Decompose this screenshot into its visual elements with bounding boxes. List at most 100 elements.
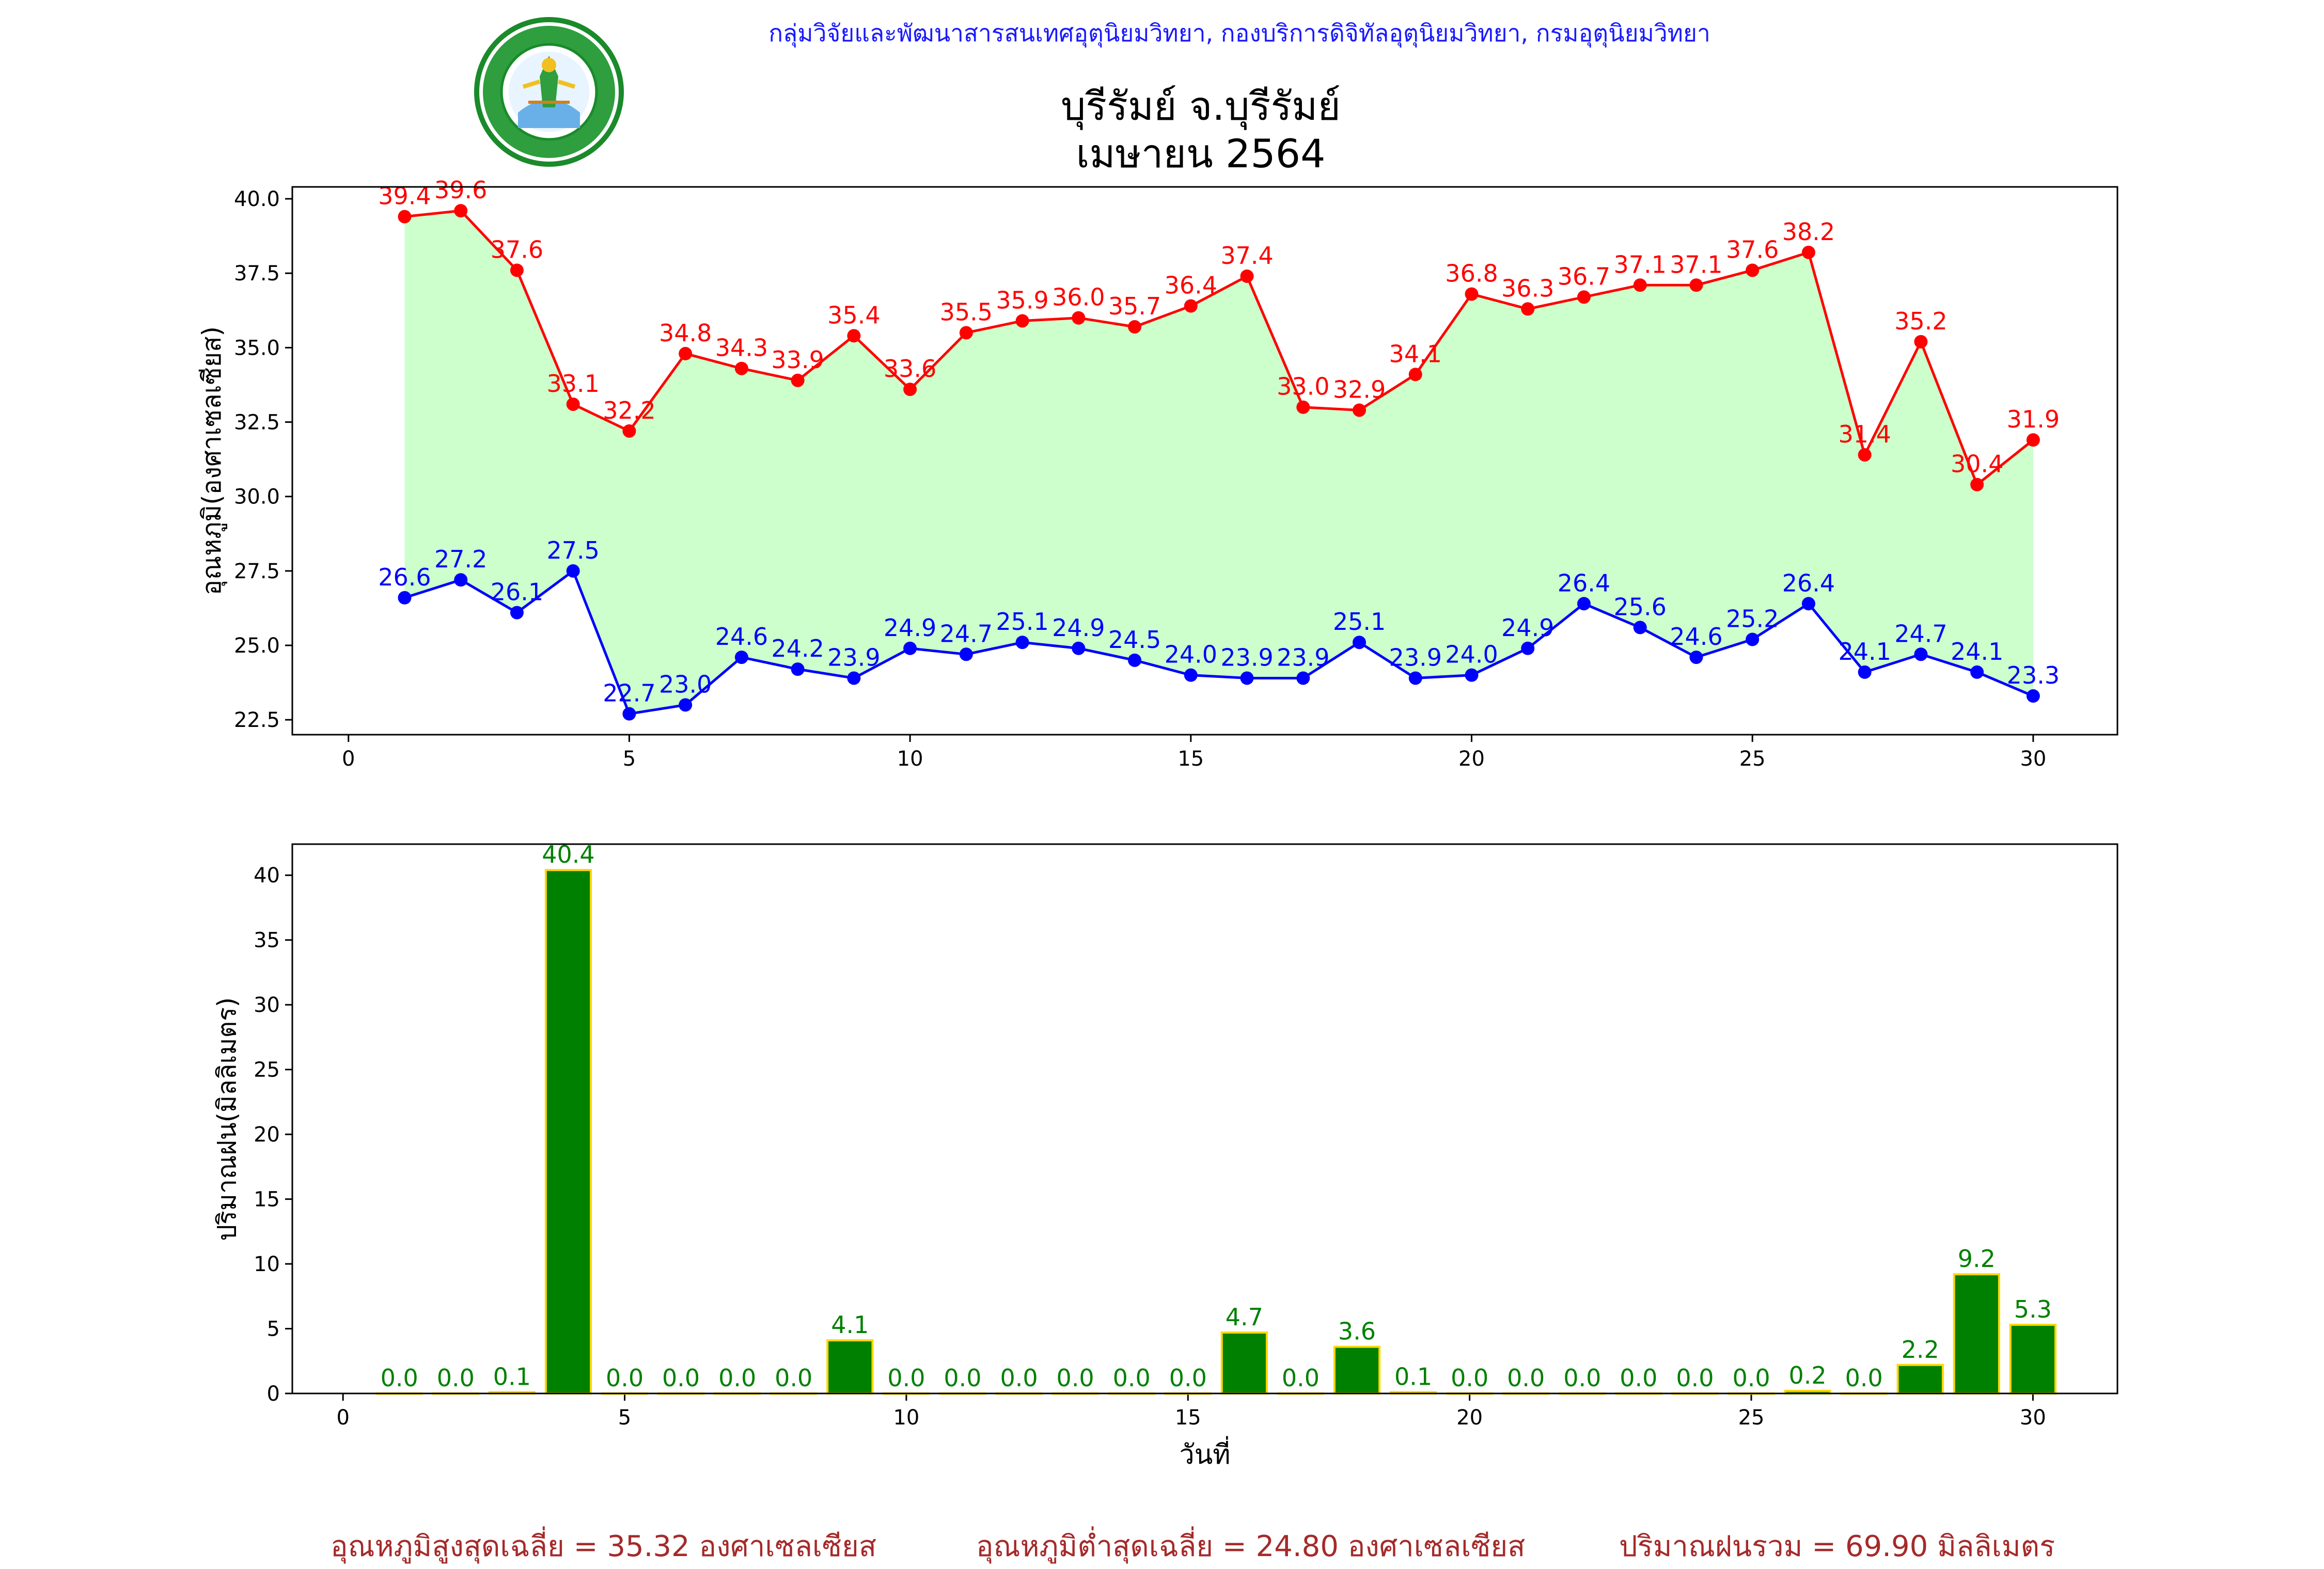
- day-x-axis-label: วันที่: [1179, 1439, 1231, 1470]
- min-temperature-point: [679, 698, 693, 712]
- x-tick-label: 0: [336, 1406, 349, 1430]
- max-temperature-label: 37.6: [491, 235, 543, 263]
- min-temperature-point: [2026, 689, 2040, 703]
- max-temperature-point: [1914, 335, 1928, 348]
- max-temperature-point: [1633, 278, 1647, 292]
- rainfall-value-label: 0.0: [1113, 1364, 1151, 1392]
- rainfall-value-label: 0.1: [493, 1362, 531, 1390]
- rainfall-value-label: 0.2: [1789, 1361, 1827, 1389]
- rain-total: ปริมาณฝนรวม = 69.90 มิลลิเมตร: [1619, 1530, 2055, 1563]
- y-tick-label: 30: [254, 993, 280, 1017]
- rainfall-chart: 0 5 10 15 20 25 30 0 5 10 15 20 25 30 35 40 0.0 0.0 0.1 40.…: [254, 841, 2118, 1430]
- max-temperature-label: 36.7: [1558, 262, 1610, 290]
- organization-header: กลุ่มวิจัยและพัฒนาสารสนเทศอุตุนิยมวิทยา,…: [768, 19, 1710, 47]
- min-temperature-point: [959, 647, 973, 661]
- min-temperature-point: [1240, 671, 1254, 685]
- rainfall-value-label: 0.0: [662, 1364, 700, 1392]
- max-temperature-point: [1801, 245, 1815, 259]
- x-tick-label: 30: [2020, 747, 2046, 771]
- min-temperature-label: 26.4: [1782, 569, 1835, 597]
- max-temperature-label: 37.6: [1726, 235, 1779, 263]
- rainfall-value-label: 0.0: [887, 1364, 925, 1392]
- min-temperature-label: 24.0: [1165, 641, 1217, 669]
- max-temperature-line: [404, 209, 2034, 487]
- x-tick-label: 25: [1738, 1406, 1765, 1430]
- min-temperature-label: 24.5: [1108, 626, 1161, 654]
- max-temperature-label: 39.6: [434, 176, 487, 204]
- min-temperature-label: 24.1: [1838, 638, 1891, 665]
- min-temperature-point: [1858, 665, 1872, 679]
- rainfall-value-label: 0.0: [944, 1364, 981, 1392]
- min-temperature-point: [398, 591, 412, 605]
- min-temperature-point: [1577, 597, 1591, 611]
- rainfall-value-label: 0.0: [1169, 1364, 1207, 1392]
- x-tick-label: 30: [2020, 1406, 2046, 1430]
- max-temperature-label: 33.9: [771, 346, 824, 374]
- min-temperature-label: 24.7: [1894, 620, 1947, 647]
- min-temperature-point: [1184, 668, 1198, 682]
- max-temperature-point: [1240, 269, 1254, 283]
- rainfall-value-label: 3.6: [1338, 1318, 1376, 1345]
- min-temperature-point: [1465, 668, 1479, 682]
- min-temperature-label: 24.0: [1445, 641, 1498, 669]
- rainfall-bar: [1333, 1345, 1381, 1395]
- min-temperature-label: 25.6: [1614, 593, 1667, 621]
- y-tick-label: 20: [254, 1123, 280, 1147]
- min-temperature-point: [903, 641, 917, 655]
- min-temperature-label: 23.9: [1389, 643, 1442, 671]
- min-temperature-point: [1914, 647, 1928, 661]
- y-tick-label: 40: [254, 864, 280, 887]
- x-tick-label: 5: [623, 747, 636, 771]
- max-temperature-label: 33.1: [546, 370, 599, 398]
- min-temperature-label: 23.0: [659, 670, 712, 698]
- max-temperature-label: 37.4: [1220, 242, 1273, 270]
- min-temperature-point: [454, 573, 468, 587]
- min-temperature-point: [1801, 597, 1815, 611]
- department-logo: [474, 17, 624, 167]
- rainfall-value-label: 0.0: [1845, 1364, 1883, 1392]
- max-temperature-label: 34.1: [1389, 340, 1442, 368]
- rainfall-value-label: 0.0: [1282, 1364, 1320, 1392]
- max-temperature-label: 31.4: [1838, 420, 1891, 448]
- max-temperature-point: [1296, 400, 1310, 414]
- rainfall-bar: [1220, 1332, 1268, 1395]
- min-temperature-point: [1970, 665, 1984, 679]
- x-tick-label: 15: [1175, 1406, 1201, 1430]
- temperature-plot-frame: [291, 186, 2118, 736]
- min-temperature-point: [1072, 641, 1086, 655]
- min-temperature-label: 27.5: [546, 536, 599, 564]
- max-temp-average: อุณหภูมิสูงสุดเฉลี่ย = 35.32 องศาเซลเซีย…: [331, 1530, 877, 1563]
- y-tick-label: 5: [267, 1318, 280, 1341]
- rainfall-value-label: 0.0: [381, 1364, 418, 1392]
- max-temperature-label: 30.4: [1951, 450, 2003, 478]
- max-temperature-point: [398, 210, 412, 224]
- max-temperature-point: [1072, 311, 1086, 325]
- min-temperature-point: [791, 662, 805, 676]
- max-temperature-point: [679, 346, 693, 360]
- rainfall-bar: [826, 1339, 874, 1395]
- rainfall-value-label: 0.0: [1563, 1364, 1601, 1392]
- max-temperature-label: 35.5: [940, 298, 993, 326]
- rainfall-y-axis-label: ปริมาณฝน(มิลลิเมตร): [212, 996, 242, 1241]
- max-temperature-label: 34.8: [659, 319, 712, 347]
- min-temperature-point: [1633, 621, 1647, 635]
- rainfall-value-label: 0.0: [437, 1364, 475, 1392]
- min-temperature-label: 27.2: [434, 545, 487, 573]
- temperature-range-fill: [404, 211, 2033, 714]
- y-tick-label: 25: [254, 1058, 280, 1082]
- rainfall-value-label: 0.1: [1394, 1362, 1432, 1390]
- min-temperature-label: 24.1: [1951, 638, 2003, 665]
- max-temperature-point: [959, 326, 973, 340]
- rainfall-value-label: 0.0: [1676, 1364, 1714, 1392]
- min-temperature-point: [510, 606, 524, 620]
- min-temperature-point: [734, 651, 748, 664]
- rainfall-bar: [1896, 1364, 1944, 1395]
- min-temperature-label: 24.7: [940, 620, 993, 647]
- max-temperature-label: 37.1: [1670, 250, 1722, 278]
- max-temperature-label: 37.1: [1614, 250, 1667, 278]
- rainfall-bar: [1953, 1273, 2000, 1394]
- min-temperature-point: [1353, 636, 1367, 649]
- min-temperature-label: 24.2: [771, 635, 824, 662]
- rainfall-value-label: 5.3: [2014, 1295, 2052, 1323]
